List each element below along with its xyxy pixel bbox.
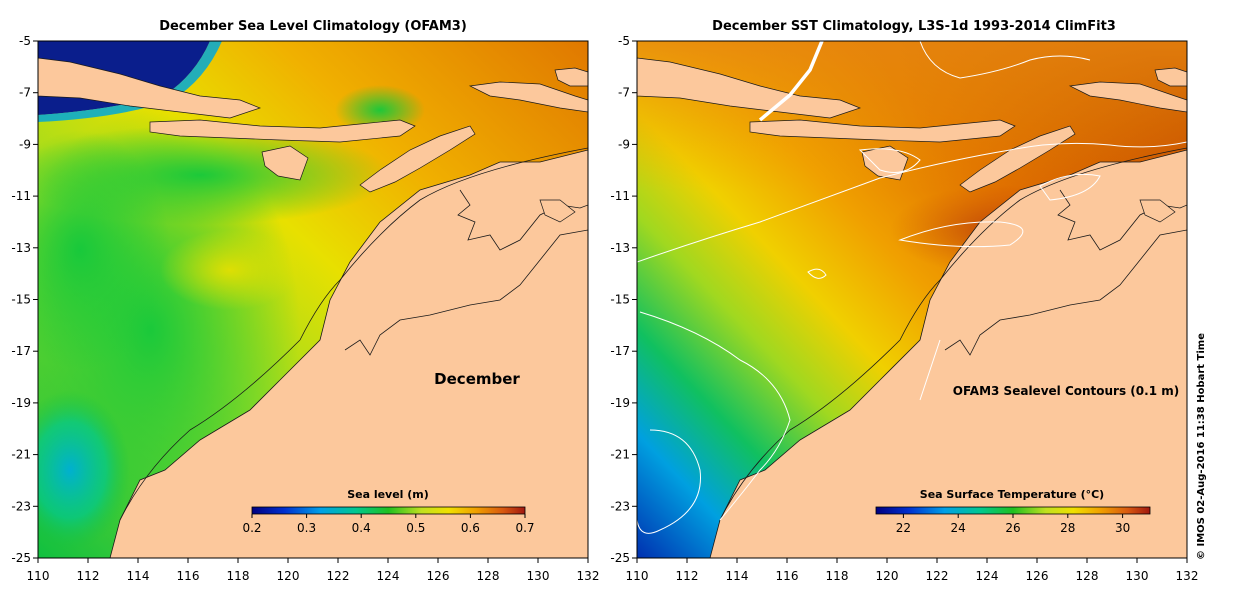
sea-level-y-tick-label: -9 [19, 137, 31, 151]
sst-colorbar-title: Sea Surface Temperature (°C) [920, 488, 1104, 501]
sea-level-colorbar-ramp [251, 506, 526, 515]
sst-colorbar-tick-label: 26 [1005, 521, 1020, 535]
sst-x-tick-label: 110 [626, 569, 649, 583]
sst-x-tick-label: 126 [1026, 569, 1049, 583]
sea-level-y-tick-label: -19 [11, 396, 31, 410]
sea-level-y-tick-label: -17 [11, 344, 31, 358]
sea-level-y-tick-label: -11 [11, 189, 31, 203]
sst-x-tick-label: 128 [1076, 569, 1099, 583]
sst-y-tick-label: -11 [610, 189, 630, 203]
sea-level-colorbar-tick-label: 0.5 [406, 521, 425, 535]
sea-level-colorbar-tick-label: 0.2 [242, 521, 261, 535]
sea-level-x-tick-label: 126 [427, 569, 450, 583]
sst-y-tick-label: -5 [618, 34, 630, 48]
sst-colorbar-ramp [875, 506, 1151, 515]
sea-level-x-tick-label: 120 [277, 569, 300, 583]
sst-y-tick-label: -13 [610, 241, 630, 255]
sea-level-colorbar-tick-label: 0.7 [515, 521, 534, 535]
sst-y-tick-label: -15 [610, 293, 630, 307]
sst-x-tick-label: 130 [1126, 569, 1149, 583]
sst-y-tick-label: -25 [610, 551, 630, 565]
sst-x-tick-label: 124 [976, 569, 999, 583]
sea-level-panel: December Sea Level Climatology (OFAM3) [37, 19, 589, 559]
sst-colorbar-tick-label: 24 [951, 521, 966, 535]
sea-level-y-tick-label: -5 [19, 34, 31, 48]
sea-level-y-tick-label: -21 [11, 448, 31, 462]
sst-y-tick-label: -9 [618, 137, 630, 151]
sst-y-tick-label: -19 [610, 396, 630, 410]
sea-level-y-tick-label: -13 [11, 241, 31, 255]
sst-axes: 110 112 114 116 118 120 122 124 126 128 130 132 -5 -7… [610, 34, 1198, 583]
sst-colorbar: Sea Surface Temperature (°C) 22 24 26 28 30 [875, 488, 1151, 535]
sealevel-contours [637, 41, 1187, 534]
sea-level-colorbar-tick-label: 0.6 [461, 521, 480, 535]
sst-x-tick-label: 122 [926, 569, 949, 583]
sst-title: December SST Climatology, L3S-1d 1993-20… [712, 19, 1116, 34]
sst-colorbar-tick-label: 22 [896, 521, 911, 535]
sea-level-y-tick-label: -25 [11, 551, 31, 565]
sea-level-x-tick-label: 110 [27, 569, 50, 583]
sea-level-colorbar-title: Sea level (m) [347, 488, 429, 501]
sst-map [637, 41, 1187, 558]
imos-credit: © IMOS 02-Aug-2016 11:38 Hobart Time [1196, 333, 1207, 560]
sst-x-tick-label: 120 [876, 569, 899, 583]
sea-level-colorbar-tick-label: 0.3 [297, 521, 316, 535]
sea-level-colorbar-tick-label: 0.4 [352, 521, 371, 535]
sea-level-x-tick-label: 128 [477, 569, 500, 583]
sst-y-tick-label: -7 [618, 86, 630, 100]
sst-x-tick-label: 118 [826, 569, 849, 583]
sst-colorbar-tick-label: 30 [1115, 521, 1130, 535]
sea-level-x-tick-label: 114 [127, 569, 150, 583]
sst-x-tick-label: 112 [676, 569, 699, 583]
sst-y-tick-label: -23 [610, 499, 630, 513]
sea-level-x-tick-label: 118 [227, 569, 250, 583]
sst-colorbar-tick-label: 28 [1060, 521, 1075, 535]
sea-level-x-tick-label: 132 [577, 569, 600, 583]
sst-x-tick-label: 114 [726, 569, 749, 583]
sea-level-x-tick-label: 124 [377, 569, 400, 583]
sst-x-tick-label: 132 [1176, 569, 1199, 583]
sea-level-x-tick-label: 116 [177, 569, 200, 583]
sea-level-title: December Sea Level Climatology (OFAM3) [159, 19, 467, 34]
sea-level-y-tick-label: -23 [11, 499, 31, 513]
sea-level-x-tick-label: 130 [527, 569, 550, 583]
sst-x-tick-label: 116 [776, 569, 799, 583]
sea-level-x-tick-label: 122 [327, 569, 350, 583]
sea-level-y-tick-label: -7 [19, 86, 31, 100]
sea-level-y-tick-label: -15 [11, 293, 31, 307]
sst-panel: December SST Climatology, L3S-1d 1993-20… [636, 19, 1188, 559]
month-label: December [434, 370, 520, 388]
sea-level-axes: 110 112 114 116 118 120 122 124 126 128 130 132 -5 -7… [11, 34, 599, 583]
contour-note: OFAM3 Sealevel Contours (0.1 m) [953, 384, 1179, 398]
sea-level-map [38, 41, 588, 558]
sst-y-tick-label: -17 [610, 344, 630, 358]
sst-y-tick-label: -21 [610, 448, 630, 462]
sea-level-x-tick-label: 112 [77, 569, 100, 583]
sea-level-colorbar: Sea level (m) 0.2 0.3 0.4 0.5 0.6 0.7 [242, 488, 534, 535]
